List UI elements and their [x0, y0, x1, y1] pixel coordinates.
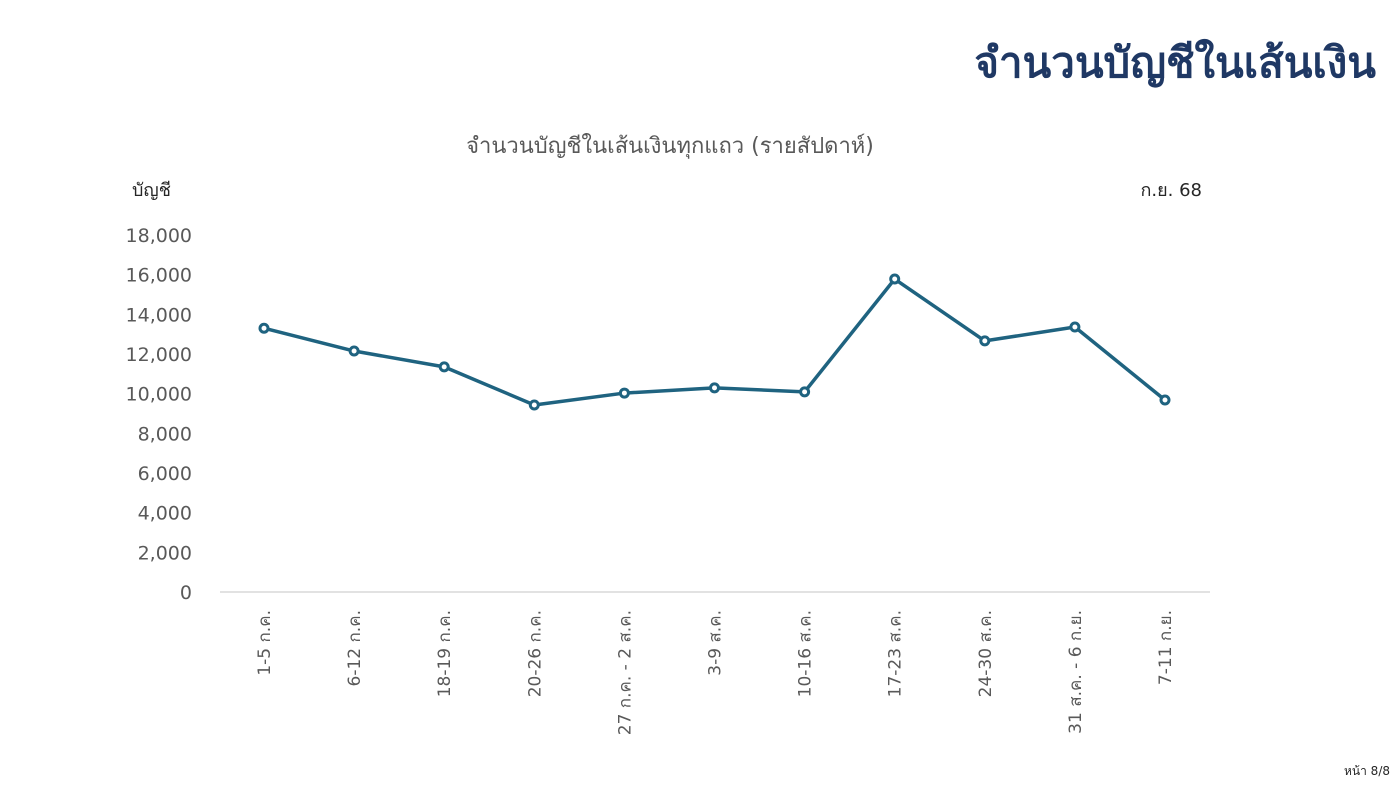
- page-title: จำนวนบัญชีในเส้นเงิน: [974, 38, 1376, 87]
- data-point-marker: [799, 386, 811, 398]
- data-point-marker: [709, 382, 720, 394]
- y-tick-label: 0: [180, 582, 192, 604]
- page-number: หน้า 8/8: [1344, 764, 1390, 778]
- y-tick-label: 16,000: [126, 265, 192, 287]
- x-tick-label: 31 ส.ค. - 6 ก.ย.: [1066, 610, 1086, 734]
- y-tick-label: 10,000: [126, 384, 192, 406]
- data-point-marker: [618, 387, 630, 399]
- x-tick-label: 17-23 ส.ค.: [886, 610, 906, 697]
- y-tick-label: 2,000: [138, 542, 192, 564]
- y-axis-unit-label: บัญชี: [132, 180, 171, 201]
- x-tick-label: 10-16 ส.ค.: [796, 610, 816, 697]
- x-tick-label: 18-19 ก.ค.: [435, 610, 455, 697]
- x-tick-label: 7-11 ก.ย.: [1156, 610, 1176, 685]
- period-label: ก.ย. 68: [1140, 180, 1202, 201]
- data-point-marker: [889, 273, 901, 285]
- x-tick-label: 20-26 ก.ค.: [525, 610, 545, 697]
- x-tick-label: 24-30 ส.ค.: [976, 610, 996, 697]
- y-tick-label: 18,000: [126, 225, 192, 247]
- x-tick-label: 6-12 ก.ค.: [345, 610, 365, 686]
- x-axis-ticks: 1-5 ก.ค. 6-12 ก.ค. 18-19 ก.ค. 20-26 ก.ค. 27 …: [255, 610, 1176, 735]
- data-point-marker: [258, 322, 270, 334]
- data-point-marker: [1159, 394, 1171, 406]
- x-tick-label: 1-5 ก.ค.: [255, 610, 275, 676]
- y-tick-label: 12,000: [126, 344, 192, 366]
- y-tick-label: 6,000: [138, 463, 192, 485]
- data-point-marker: [979, 335, 991, 347]
- chart-title: จำนวนบัญชีในเส้นเงินทุกแถว (รายสัปดาห์): [466, 134, 874, 159]
- y-axis-ticks: 0 2,000 4,000 6,000 8,000 10,000 12,000 14,000 1…: [126, 225, 192, 604]
- y-tick-label: 14,000: [126, 304, 192, 326]
- data-point-marker: [528, 399, 540, 411]
- data-point-marker: [348, 345, 360, 357]
- x-tick-label: 27 ก.ค. - 2 ส.ค.: [615, 610, 635, 735]
- x-tick-label: 3-9 ส.ค.: [706, 610, 726, 676]
- y-tick-label: 4,000: [138, 503, 192, 525]
- data-point-marker: [438, 361, 450, 373]
- y-tick-label: 8,000: [138, 423, 192, 445]
- data-point-markers: [258, 273, 1171, 411]
- data-point-marker: [1069, 321, 1081, 333]
